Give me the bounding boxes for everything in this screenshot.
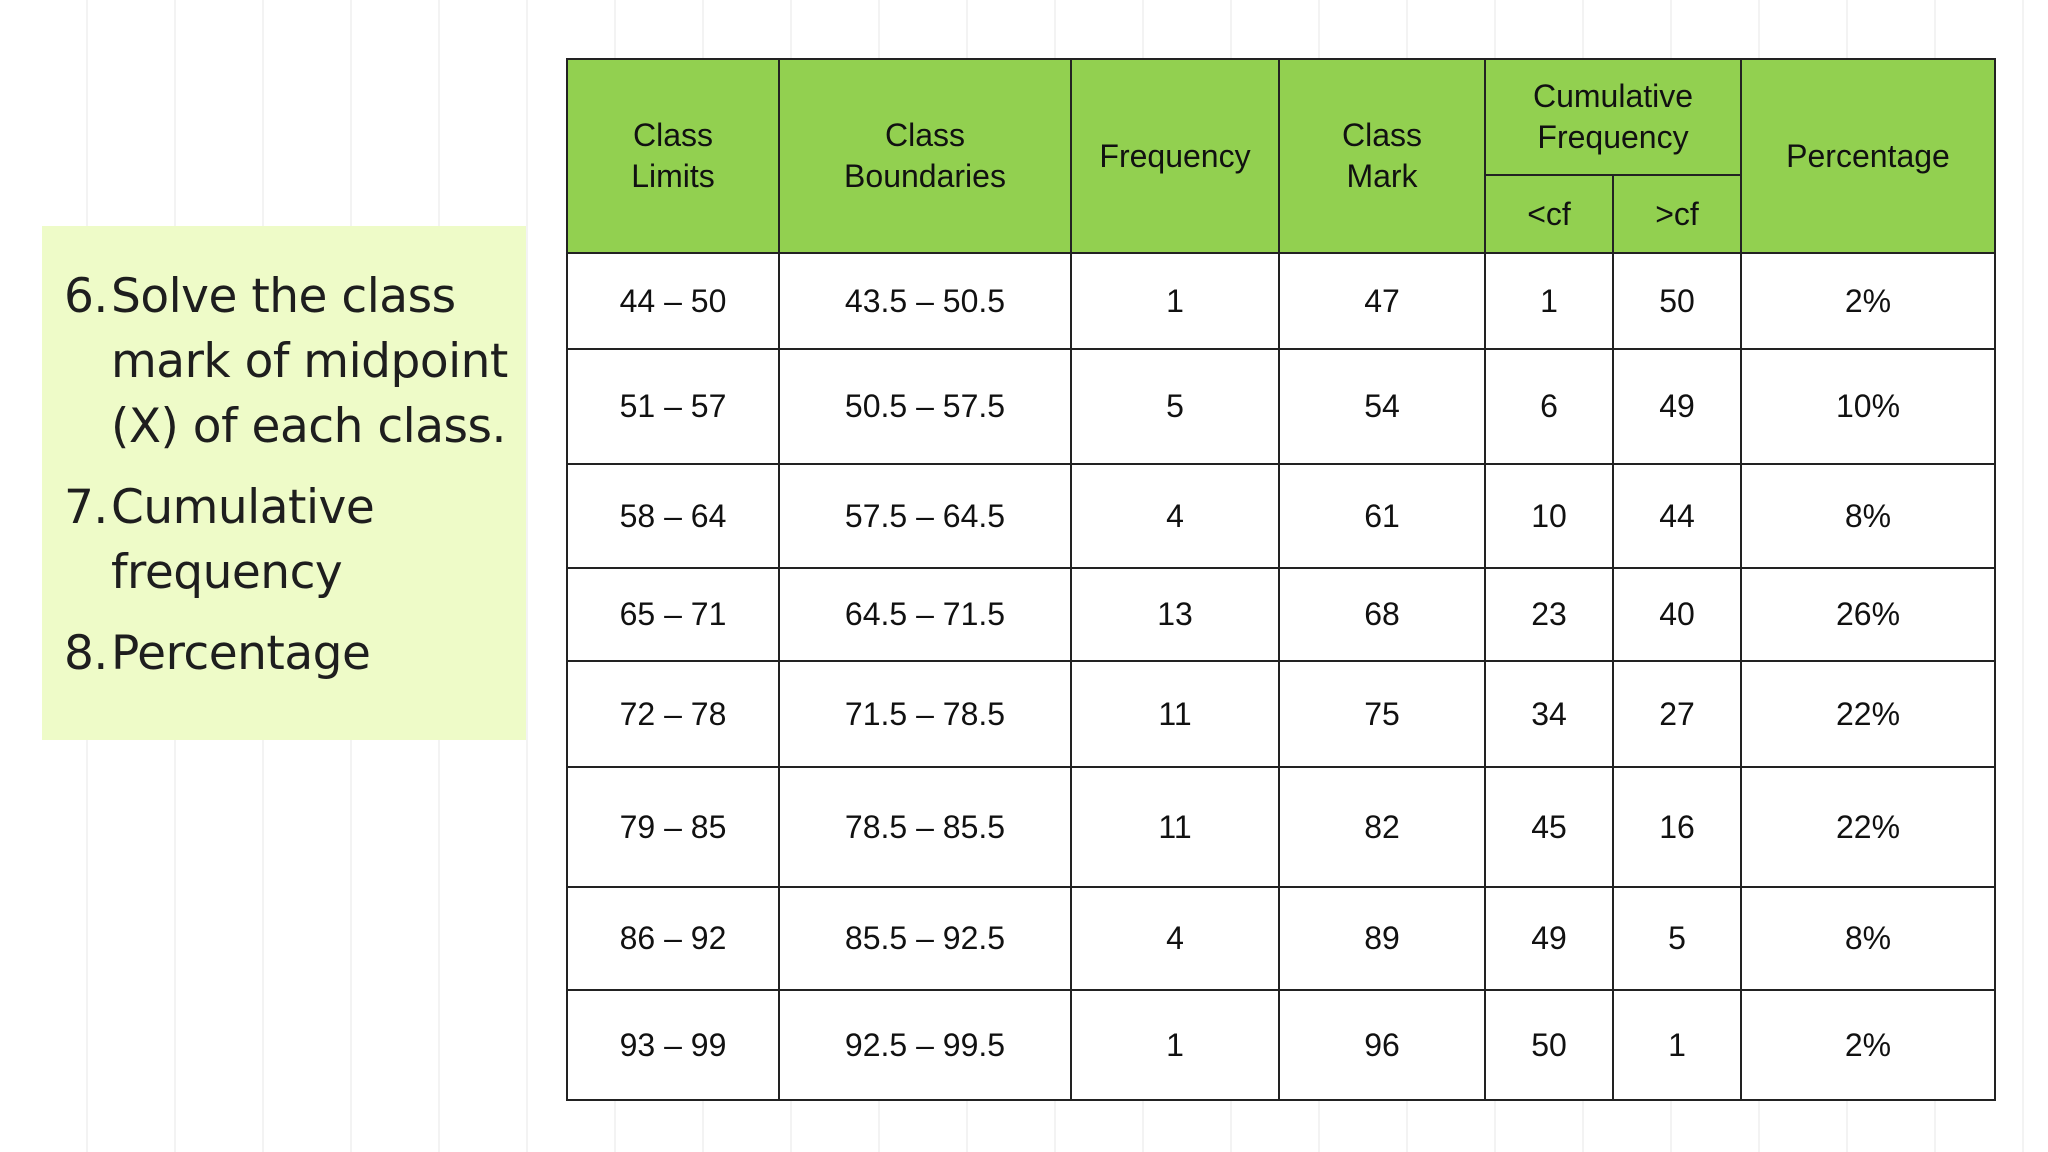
header-cumulative-frequency: Cumulative Frequency bbox=[1484, 58, 1742, 176]
cell-class-boundaries: 78.5 – 85.5 bbox=[778, 766, 1072, 888]
cell-less-than-cf: 50 bbox=[1484, 989, 1614, 1101]
header-frequency: Frequency bbox=[1070, 58, 1280, 254]
table-header: Class Limits Class Boundaries Frequency … bbox=[566, 58, 1996, 254]
cell-class-limits: 44 – 50 bbox=[566, 252, 780, 350]
table-row: 51 – 57 50.5 – 57.5 5 54 6 49 10% bbox=[566, 348, 1996, 465]
cell-class-limits: 51 – 57 bbox=[566, 348, 780, 465]
cell-class-mark: 68 bbox=[1278, 567, 1486, 662]
table-row: 58 – 64 57.5 – 64.5 4 61 10 44 8% bbox=[566, 463, 1996, 569]
instruction-item: 6. Solve the class mark of midpoint (X) … bbox=[64, 264, 526, 459]
cell-frequency: 5 bbox=[1070, 348, 1280, 465]
cell-class-boundaries: 64.5 – 71.5 bbox=[778, 567, 1072, 662]
cell-percentage: 2% bbox=[1740, 252, 1996, 350]
cell-frequency: 1 bbox=[1070, 252, 1280, 350]
cell-class-limits: 79 – 85 bbox=[566, 766, 780, 888]
cell-class-mark: 82 bbox=[1278, 766, 1486, 888]
table-row: 93 – 99 92.5 – 99.5 1 96 50 1 2% bbox=[566, 989, 1996, 1101]
cell-class-mark: 54 bbox=[1278, 348, 1486, 465]
cell-class-boundaries: 50.5 – 57.5 bbox=[778, 348, 1072, 465]
cell-percentage: 22% bbox=[1740, 766, 1996, 888]
instruction-number: 8. bbox=[64, 626, 108, 681]
table-row: 79 – 85 78.5 – 85.5 11 82 45 16 22% bbox=[566, 766, 1996, 888]
cell-class-boundaries: 57.5 – 64.5 bbox=[778, 463, 1072, 569]
table-body: 44 – 50 43.5 – 50.5 1 47 1 50 2% 51 – 57 50.5 – … bbox=[566, 252, 1996, 1101]
cell-greater-than-cf: 1 bbox=[1612, 989, 1742, 1101]
header-less-than-cf: <cf bbox=[1484, 174, 1614, 254]
cell-percentage: 2% bbox=[1740, 989, 1996, 1101]
cell-greater-than-cf: 44 bbox=[1612, 463, 1742, 569]
cell-class-limits: 93 – 99 bbox=[566, 989, 780, 1101]
cell-greater-than-cf: 50 bbox=[1612, 252, 1742, 350]
cell-less-than-cf: 10 bbox=[1484, 463, 1614, 569]
header-class-mark: Class Mark bbox=[1278, 58, 1486, 254]
cell-percentage: 10% bbox=[1740, 348, 1996, 465]
cell-greater-than-cf: 40 bbox=[1612, 567, 1742, 662]
cell-percentage: 8% bbox=[1740, 886, 1996, 991]
cell-frequency: 4 bbox=[1070, 463, 1280, 569]
cell-frequency: 11 bbox=[1070, 766, 1280, 888]
cell-greater-than-cf: 5 bbox=[1612, 886, 1742, 991]
instruction-text: Solve the class mark of midpoint (X) of … bbox=[111, 269, 508, 454]
cell-frequency: 13 bbox=[1070, 567, 1280, 662]
instructions-panel: 6. Solve the class mark of midpoint (X) … bbox=[42, 226, 526, 740]
instruction-item: 8. Percentage bbox=[64, 621, 526, 686]
instruction-item: 7. Cumulative frequency bbox=[64, 475, 526, 605]
instruction-text: Cumulative frequency bbox=[111, 480, 375, 600]
cell-less-than-cf: 6 bbox=[1484, 348, 1614, 465]
cell-less-than-cf: 34 bbox=[1484, 660, 1614, 768]
cell-greater-than-cf: 27 bbox=[1612, 660, 1742, 768]
cell-class-mark: 96 bbox=[1278, 989, 1486, 1101]
cell-class-boundaries: 85.5 – 92.5 bbox=[778, 886, 1072, 991]
frequency-distribution-table: Class Limits Class Boundaries Frequency … bbox=[566, 58, 1996, 1101]
cell-greater-than-cf: 16 bbox=[1612, 766, 1742, 888]
cell-greater-than-cf: 49 bbox=[1612, 348, 1742, 465]
cell-frequency: 1 bbox=[1070, 989, 1280, 1101]
cell-frequency: 11 bbox=[1070, 660, 1280, 768]
cell-class-boundaries: 92.5 – 99.5 bbox=[778, 989, 1072, 1101]
cell-class-mark: 89 bbox=[1278, 886, 1486, 991]
cell-class-limits: 86 – 92 bbox=[566, 886, 780, 991]
cell-percentage: 8% bbox=[1740, 463, 1996, 569]
cell-frequency: 4 bbox=[1070, 886, 1280, 991]
table-row: 44 – 50 43.5 – 50.5 1 47 1 50 2% bbox=[566, 252, 1996, 350]
cell-less-than-cf: 45 bbox=[1484, 766, 1614, 888]
cell-class-limits: 72 – 78 bbox=[566, 660, 780, 768]
table-row: 72 – 78 71.5 – 78.5 11 75 34 27 22% bbox=[566, 660, 1996, 768]
cell-less-than-cf: 23 bbox=[1484, 567, 1614, 662]
table-row: 65 – 71 64.5 – 71.5 13 68 23 40 26% bbox=[566, 567, 1996, 662]
cell-class-limits: 58 – 64 bbox=[566, 463, 780, 569]
instruction-number: 6. bbox=[64, 269, 108, 324]
header-percentage: Percentage bbox=[1740, 58, 1996, 254]
cell-class-boundaries: 71.5 – 78.5 bbox=[778, 660, 1072, 768]
cell-percentage: 22% bbox=[1740, 660, 1996, 768]
header-class-boundaries: Class Boundaries bbox=[778, 58, 1072, 254]
header-class-limits: Class Limits bbox=[566, 58, 780, 254]
cell-class-mark: 61 bbox=[1278, 463, 1486, 569]
cell-class-limits: 65 – 71 bbox=[566, 567, 780, 662]
instructions-list: 6. Solve the class mark of midpoint (X) … bbox=[64, 264, 526, 686]
header-greater-than-cf: >cf bbox=[1612, 174, 1742, 254]
table-row: 86 – 92 85.5 – 92.5 4 89 49 5 8% bbox=[566, 886, 1996, 991]
cell-class-mark: 75 bbox=[1278, 660, 1486, 768]
cell-percentage: 26% bbox=[1740, 567, 1996, 662]
instruction-number: 7. bbox=[64, 480, 108, 535]
cell-class-mark: 47 bbox=[1278, 252, 1486, 350]
cell-class-boundaries: 43.5 – 50.5 bbox=[778, 252, 1072, 350]
cell-less-than-cf: 1 bbox=[1484, 252, 1614, 350]
instruction-text: Percentage bbox=[111, 626, 371, 681]
cell-less-than-cf: 49 bbox=[1484, 886, 1614, 991]
